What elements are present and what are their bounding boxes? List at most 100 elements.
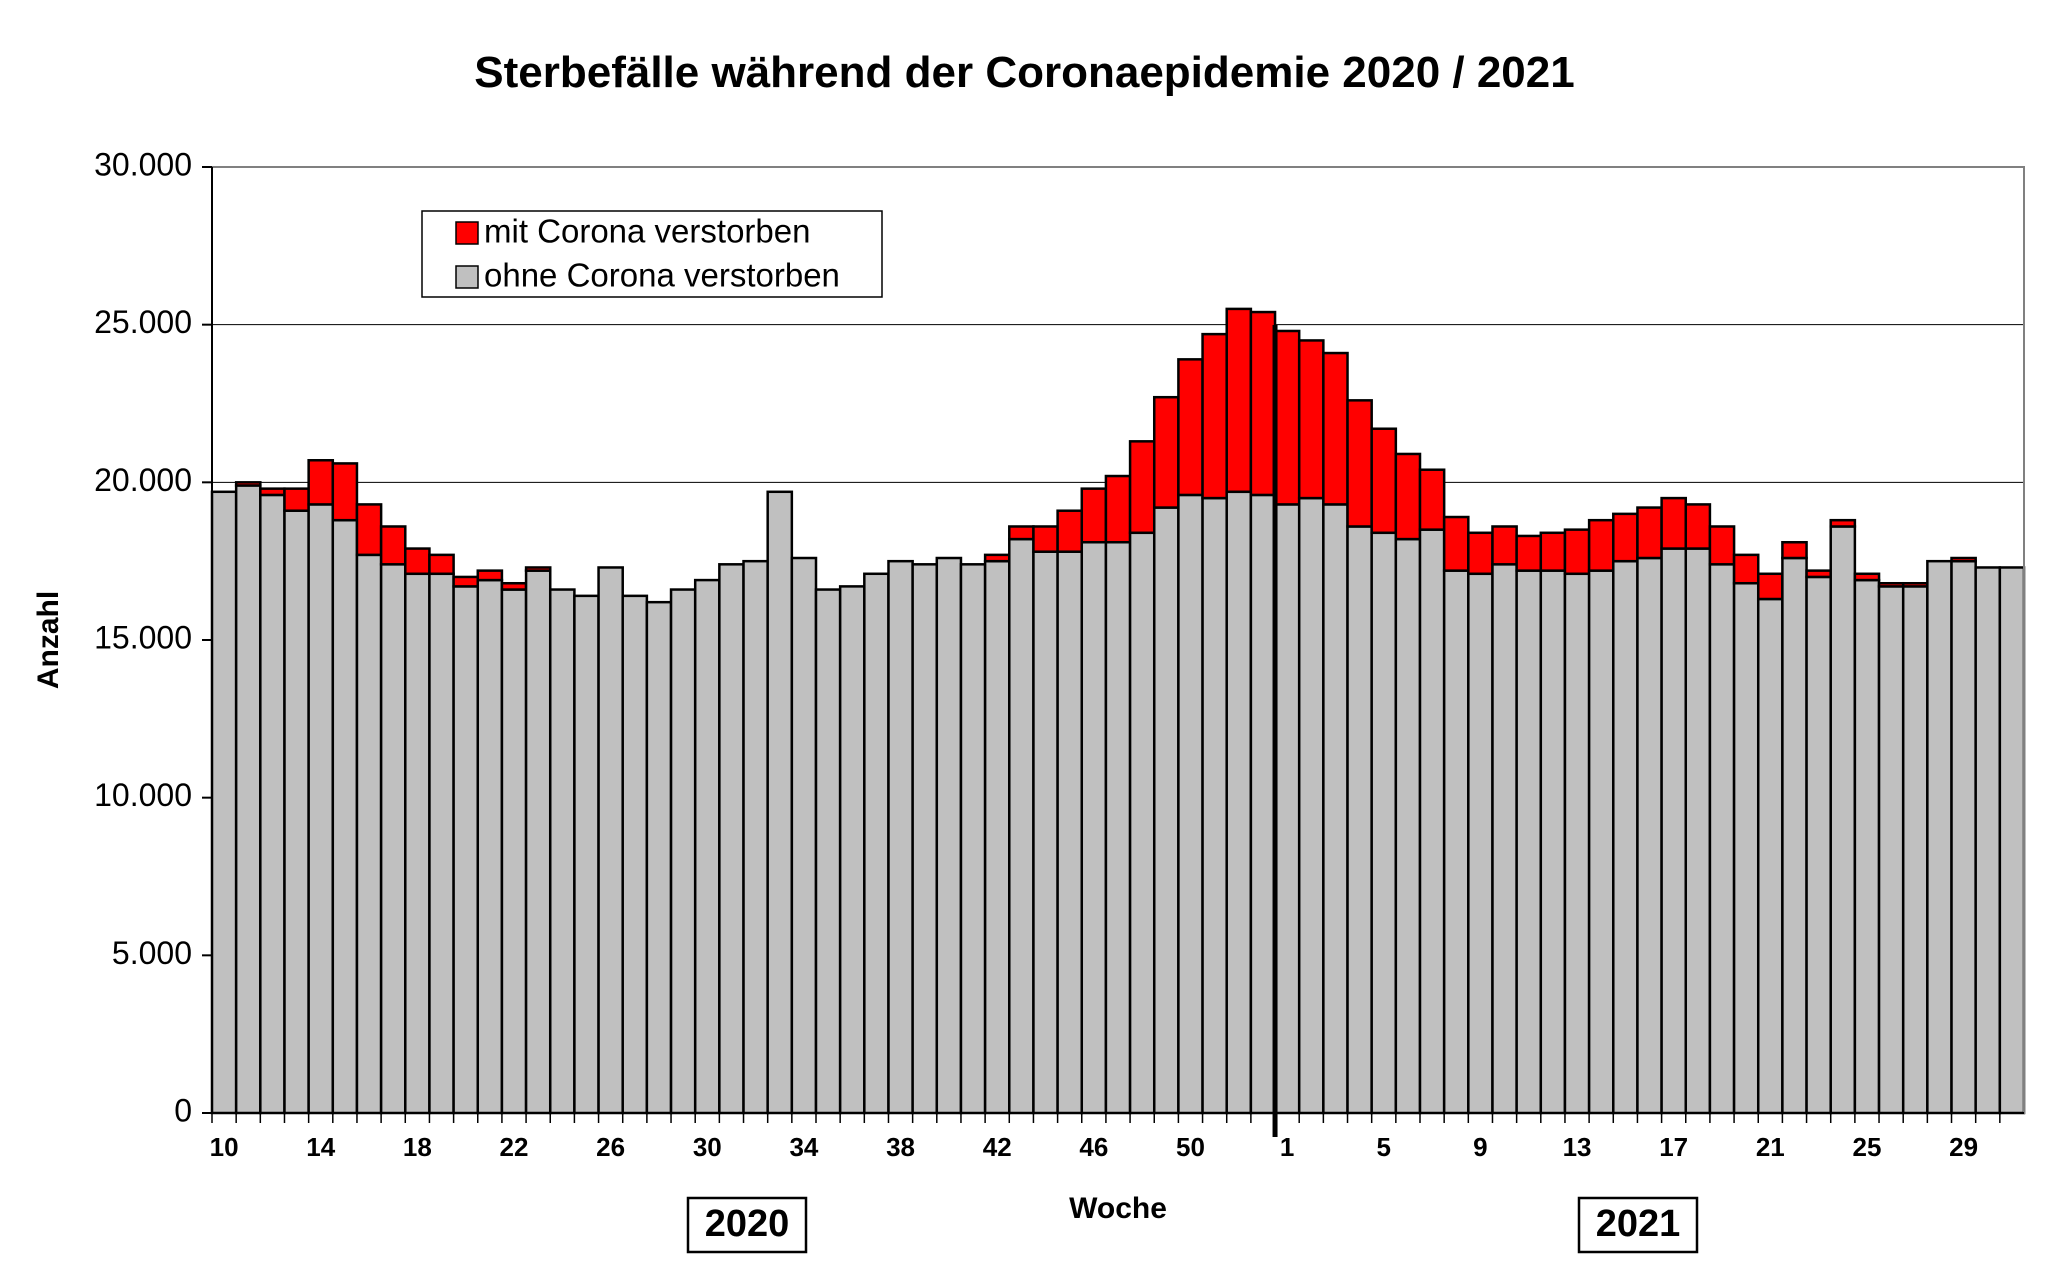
x-tick-label: 17 [1659, 1132, 1688, 1162]
bar-mit-corona [1467, 531, 1494, 576]
bar-ohne-corona [1539, 569, 1567, 1115]
bar-ohne-corona [428, 572, 455, 1115]
bar-mit-corona [500, 581, 528, 591]
bar-mit-corona [1442, 515, 1470, 572]
bar-mit-corona [259, 487, 286, 497]
bar-ohne-corona [355, 553, 383, 1115]
y-tick-label: 25.000 [94, 304, 192, 340]
bar-ohne-corona [1732, 581, 1760, 1115]
bar-ohne-corona [1008, 537, 1035, 1115]
bar-mit-corona [428, 553, 455, 576]
bar-mit-corona [331, 462, 359, 522]
bar-ohne-corona [210, 490, 238, 1115]
bar-ohne-corona [1249, 493, 1277, 1115]
x-tick-label: 42 [983, 1132, 1012, 1162]
bar-mit-corona [1394, 452, 1422, 541]
y-tick-label: 0 [174, 1092, 192, 1128]
bar-mit-corona [1128, 440, 1156, 535]
bar-mit-corona [1249, 310, 1277, 497]
x-tick-label: 38 [886, 1132, 915, 1162]
bar-ohne-corona [1974, 566, 2002, 1115]
bar-ohne-corona [1467, 572, 1494, 1115]
legend-label-ohne-corona: ohne Corona verstorben [484, 257, 840, 294]
x-tick-label: 5 [1377, 1132, 1391, 1162]
x-tick-label: 25 [1852, 1132, 1881, 1162]
bar-mit-corona [355, 503, 383, 557]
bar-ohne-corona [1104, 540, 1132, 1115]
bar-ohne-corona [1442, 569, 1470, 1115]
bar-mit-corona [1152, 395, 1180, 509]
bar-ohne-corona [1394, 537, 1422, 1115]
bar-ohne-corona [1660, 547, 1688, 1115]
y-tick-label: 30.000 [94, 146, 192, 182]
x-tick-label: 10 [210, 1132, 239, 1162]
bar-ohne-corona [1418, 528, 1446, 1115]
bar-ohne-corona [1201, 496, 1228, 1115]
bar-ohne-corona [1128, 531, 1156, 1115]
bar-ohne-corona [742, 559, 769, 1115]
bar-mit-corona [1708, 525, 1736, 566]
year-label-2021-text: 2021 [1596, 1203, 1681, 1245]
bar-ohne-corona [1491, 563, 1518, 1115]
bar-ohne-corona [1322, 503, 1349, 1115]
bar-mit-corona [1829, 518, 1857, 528]
year-label-2020-text: 2020 [705, 1203, 790, 1245]
legend-swatch-mit-corona [455, 221, 479, 245]
bar-mit-corona [1877, 581, 1905, 588]
bar-mit-corona [476, 569, 504, 582]
y-tick-label: 20.000 [94, 462, 192, 498]
bar-ohne-corona [1225, 490, 1253, 1115]
bar-ohne-corona [331, 518, 359, 1115]
bar-ohne-corona [259, 493, 286, 1115]
bar-mit-corona [1950, 556, 1977, 563]
bar-ohne-corona [1998, 566, 2026, 1115]
bar-mit-corona [1177, 358, 1204, 497]
bar-ohne-corona [1080, 540, 1108, 1115]
x-tick-label: 14 [306, 1132, 335, 1162]
bar-mit-corona [1418, 468, 1446, 531]
bar-mit-corona [1080, 487, 1108, 544]
bar-mit-corona [1273, 329, 1301, 506]
bar-ohne-corona [379, 563, 407, 1115]
bar-ohne-corona [1297, 496, 1325, 1115]
bar-mit-corona [1225, 307, 1253, 494]
bar-mit-corona [524, 566, 552, 572]
bar-mit-corona [283, 487, 310, 512]
bar-ohne-corona [693, 578, 721, 1115]
year-label-2021: 2021 [1577, 1196, 1699, 1254]
x-tick-label: 13 [1563, 1132, 1592, 1162]
bar-mit-corona [452, 575, 480, 588]
bar-mit-corona [1491, 525, 1518, 566]
x-tick-label: 9 [1473, 1132, 1487, 1162]
bar-ohne-corona [645, 600, 673, 1115]
bar-ohne-corona [283, 509, 310, 1115]
bar-ohne-corona [573, 594, 600, 1115]
bar-mit-corona [1370, 427, 1398, 535]
x-tick-label: 34 [789, 1132, 818, 1162]
bar-ohne-corona [1853, 578, 1881, 1115]
bar-ohne-corona [983, 559, 1011, 1115]
bar-ohne-corona [452, 585, 480, 1115]
x-tick-label: 46 [1079, 1132, 1108, 1162]
bar-ohne-corona [1708, 563, 1736, 1115]
x-axis-label: Woche [1069, 1192, 1167, 1225]
bar-ohne-corona [548, 588, 576, 1115]
y-tick-label: 5.000 [112, 935, 192, 971]
bar-mit-corona [1587, 518, 1615, 572]
bar-ohne-corona [1805, 575, 1832, 1115]
x-tick-label: 1 [1280, 1132, 1294, 1162]
bar-ohne-corona [1515, 569, 1543, 1115]
legend-swatch-ohne-corona [455, 265, 479, 289]
bar-ohne-corona [1370, 531, 1398, 1115]
bar-ohne-corona [307, 503, 335, 1115]
bar-ohne-corona [1612, 559, 1639, 1115]
x-tick-label: 22 [500, 1132, 529, 1162]
bar-mit-corona [1104, 474, 1132, 544]
bar-mit-corona [1032, 525, 1059, 553]
bar-ohne-corona [1781, 556, 1808, 1115]
bar-ohne-corona [404, 572, 431, 1115]
bar-mit-corona [1805, 569, 1832, 579]
bar-ohne-corona [1563, 572, 1591, 1115]
